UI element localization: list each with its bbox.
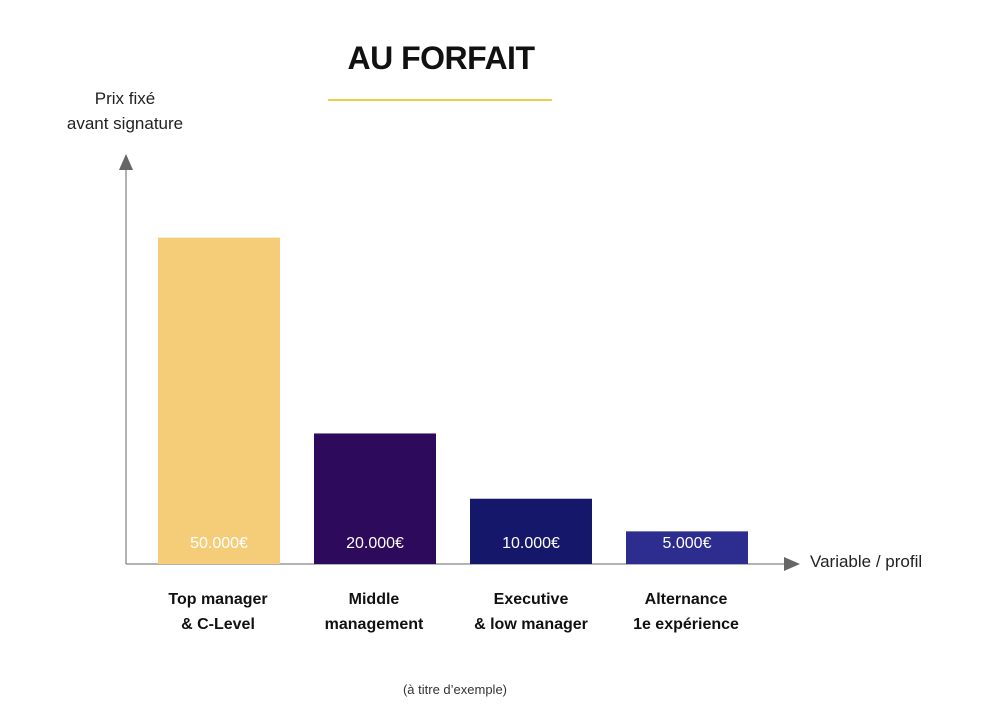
y-axis-label-line-1: Prix fixé (94, 89, 156, 108)
chart-title: AU FORFAIT (347, 40, 535, 76)
bar-value-label: 50.000€ (190, 535, 248, 552)
y-axis-label-line-2: avant signature (66, 114, 184, 133)
category-label-line: & low manager (474, 616, 588, 633)
category-label-line: Middle (348, 591, 400, 608)
x-axis-label: Variable / profil (810, 552, 923, 571)
category-label-line: management (324, 616, 424, 633)
category-label-line: Executive (493, 591, 569, 608)
bar-value-label: 10.000€ (502, 535, 560, 552)
category-label-alternance: Alternance 1e expérience (596, 587, 776, 637)
title-underline (328, 99, 552, 101)
y-axis-arrow (119, 154, 133, 170)
bar (470, 498, 592, 564)
category-label-top-manager: Top manager & C-Level (128, 587, 308, 637)
bar (314, 433, 436, 564)
category-label-line: & C-Level (181, 616, 255, 633)
category-label-middle-management: Middle management (284, 587, 464, 637)
bar (158, 237, 280, 565)
bar (626, 531, 748, 564)
category-label-line: Top manager (168, 591, 268, 608)
bar-value-label: 5.000€ (663, 535, 712, 552)
category-label-executive: Executive & low manager (441, 587, 621, 637)
category-label-line: Alternance (644, 591, 728, 608)
y-axis-label: Prix fixé avant signature (40, 86, 210, 136)
category-label-line: 1e expérience (633, 616, 739, 633)
bar-value-label: 20.000€ (346, 535, 404, 552)
footnote: (à titre d’exemple) (402, 682, 508, 697)
x-axis-arrow (784, 557, 800, 571)
